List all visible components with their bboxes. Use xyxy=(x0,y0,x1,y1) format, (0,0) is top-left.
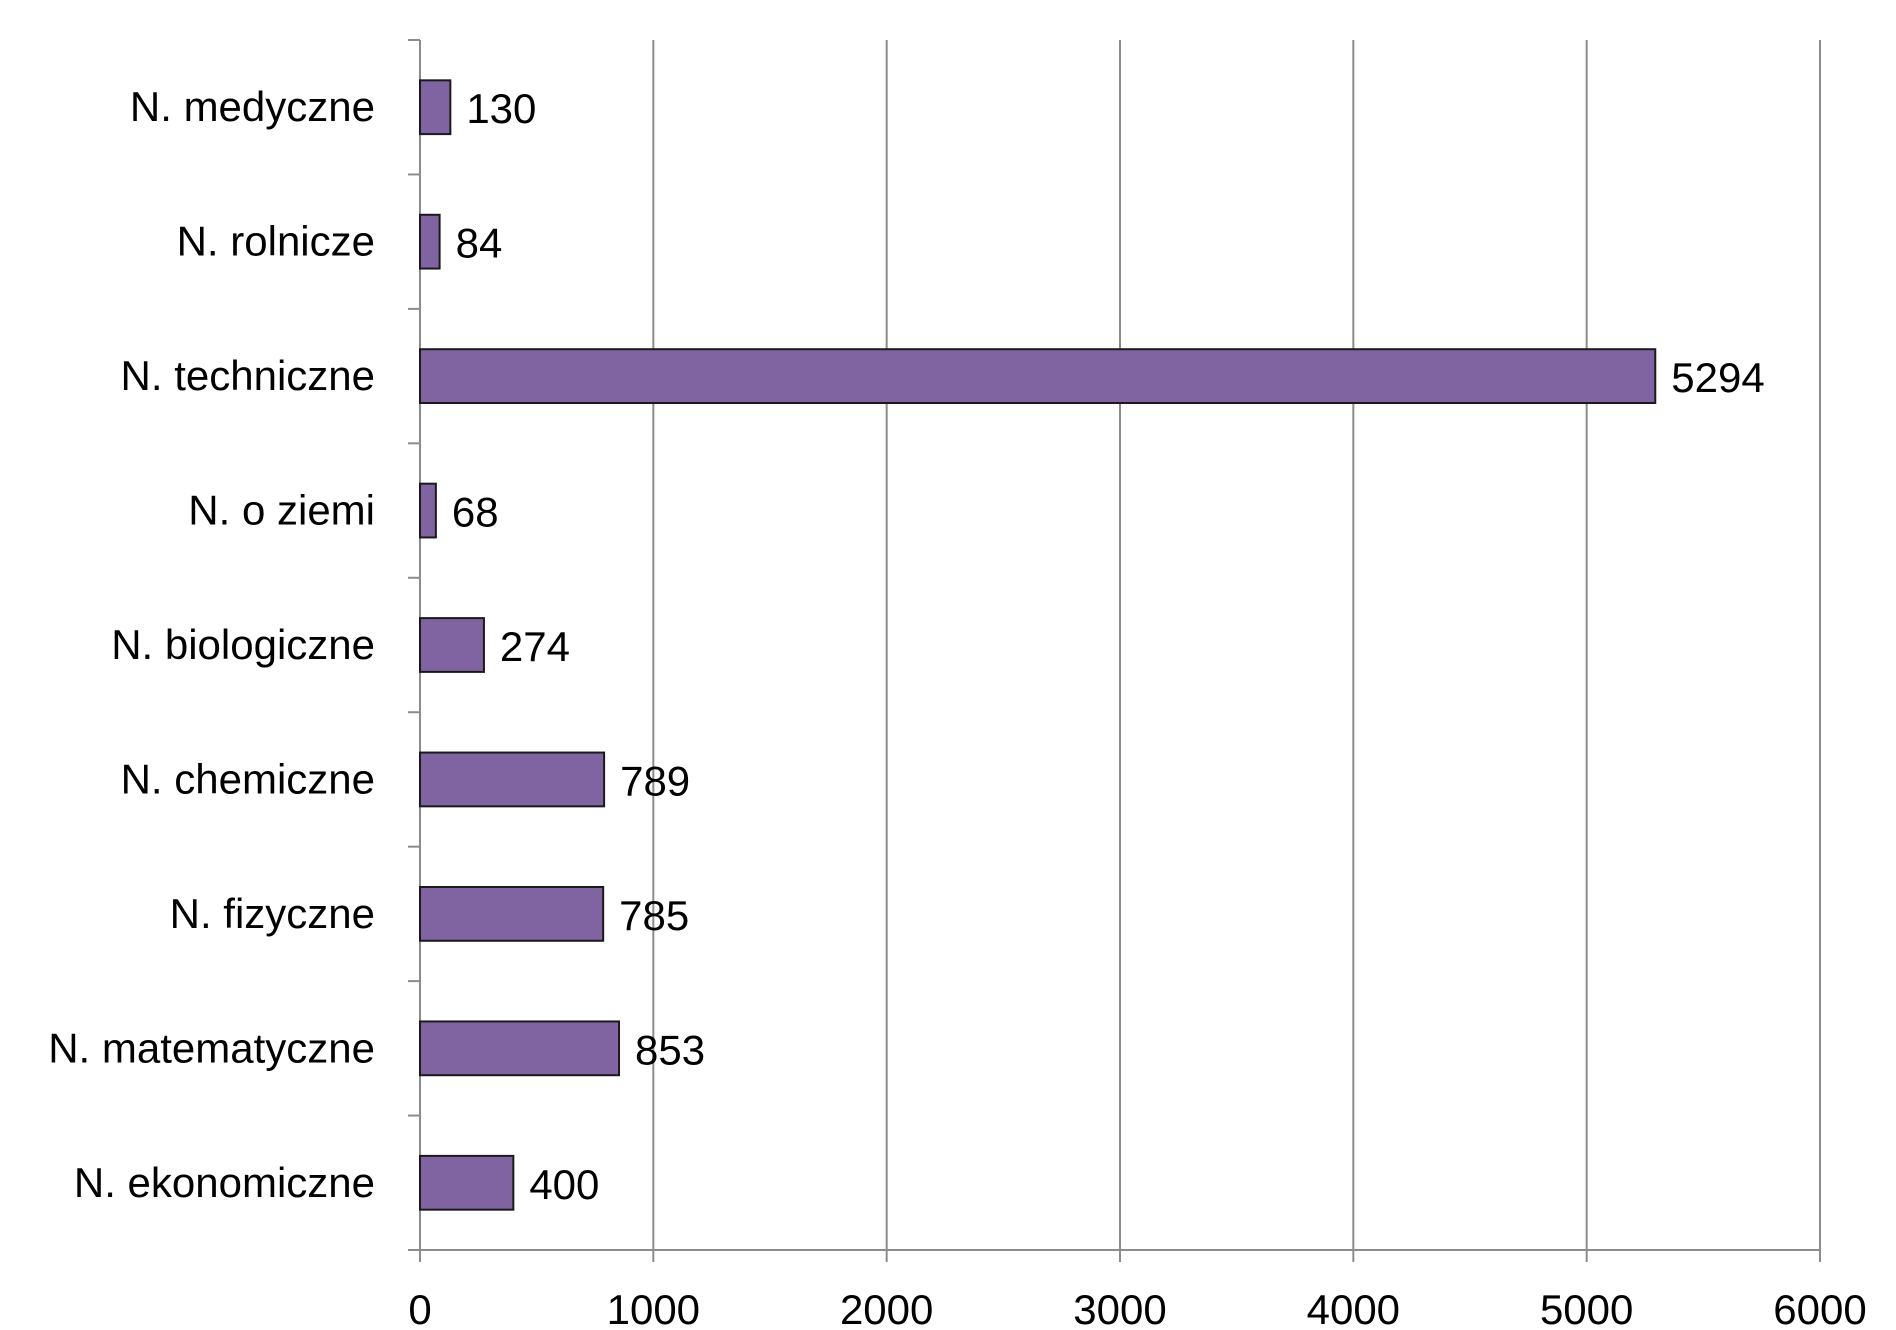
bar-0 xyxy=(419,79,452,136)
bar-2 xyxy=(419,348,1657,405)
bar-4 xyxy=(419,617,485,673)
x-tick-label: 2000 xyxy=(840,1286,933,1330)
x-tick-label: 0 xyxy=(408,1286,431,1330)
data-label: 84 xyxy=(456,220,503,267)
x-tick-label: 6000 xyxy=(1773,1286,1866,1330)
bar-1 xyxy=(419,213,441,270)
category-label: N. matematyczne xyxy=(48,1024,375,1071)
data-label: 130 xyxy=(466,85,536,132)
data-label: 853 xyxy=(635,1026,705,1073)
category-label: N. fizyczne xyxy=(170,890,375,937)
labels: 0 1000 2000 3000 4000 5000 6000 N. medyczne 130 N… xyxy=(48,83,1867,1330)
category-label: N. ekonomiczne xyxy=(74,1159,375,1206)
data-label: 68 xyxy=(452,489,499,536)
bar-3 xyxy=(419,482,437,539)
x-tick-label: 4000 xyxy=(1307,1286,1400,1330)
category-label: N. biologiczne xyxy=(111,621,375,668)
bar-8 xyxy=(419,1154,515,1211)
bar-6 xyxy=(419,886,605,942)
x-tick-label: 1000 xyxy=(607,1286,700,1330)
bar-7 xyxy=(419,1020,621,1077)
x-tick-label: 5000 xyxy=(1540,1286,1633,1330)
data-label: 274 xyxy=(500,623,570,670)
bars xyxy=(419,79,1657,1211)
category-label: N. rolnicze xyxy=(177,218,375,265)
data-label: 5294 xyxy=(1671,354,1764,401)
bar-5 xyxy=(419,751,606,808)
data-label: 789 xyxy=(620,757,690,804)
category-label: N. medyczne xyxy=(130,83,375,130)
data-label: 400 xyxy=(529,1161,599,1208)
x-tick-label: 3000 xyxy=(1073,1286,1166,1330)
axes xyxy=(408,39,1821,1262)
category-label: N. o ziemi xyxy=(188,487,375,534)
category-label: N. chemiczne xyxy=(121,755,375,802)
gridlines xyxy=(652,40,1821,1250)
data-label: 785 xyxy=(619,892,689,939)
category-label: N. techniczne xyxy=(121,352,375,399)
